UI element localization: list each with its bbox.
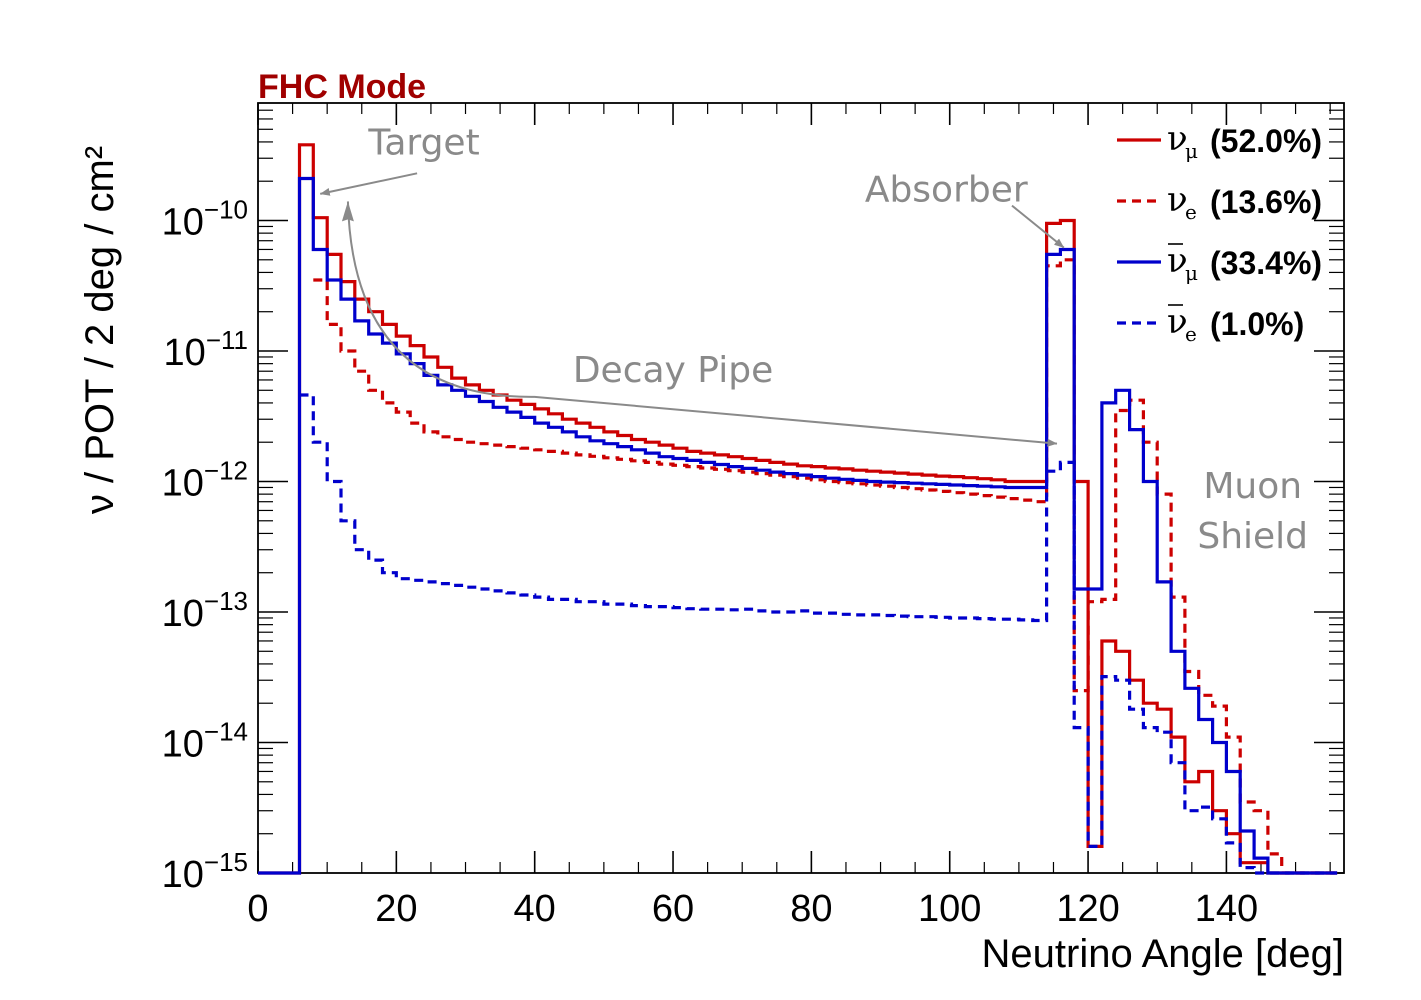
x-tick-label: 80	[790, 888, 832, 930]
series-line-0	[258, 143, 1338, 875]
series-layer	[258, 143, 1338, 875]
legend-symbol-2: ν	[1167, 241, 1188, 281]
y-tick-label: 10−10	[162, 195, 248, 244]
y-tick-label: 10−12	[162, 456, 248, 505]
legend-pct-3: (1.0%)	[1210, 306, 1304, 342]
chart-title: FHC Mode	[258, 68, 426, 106]
legend-symbol-0: ν	[1167, 119, 1188, 159]
series-line-3	[299, 393, 1338, 875]
x-axis-label: Neutrino Angle [deg]	[982, 932, 1344, 976]
x-tick-label: 20	[375, 888, 417, 930]
legend-pct-0: (52.0%)	[1210, 123, 1322, 159]
decay-pipe-arrow	[346, 201, 1058, 447]
legend-sub-0: μ	[1185, 139, 1198, 163]
annotation-label: Target	[367, 123, 479, 164]
x-tick-label: 100	[918, 888, 981, 930]
annotation-label: Shield	[1197, 516, 1308, 557]
decay-pipe-arrowhead-top	[341, 201, 354, 222]
annotation-layer: Target Absorber Decay Pipe Muon Shield	[319, 123, 1308, 557]
annotation-label: Muon	[1203, 466, 1302, 507]
legend: νμ (52.0%)νe (13.6%)νμ (33.4%)νe (1.0%)	[1117, 119, 1322, 346]
annotation-arrow	[1011, 204, 1065, 249]
legend-sub-3: e	[1185, 322, 1197, 346]
annotation-label: Decay Pipe	[573, 350, 773, 391]
legend-sub-1: e	[1185, 200, 1197, 224]
legend-symbol-3: ν	[1167, 302, 1188, 342]
axis-ticks: 0 20 40 60 80 100 120 140 10−15 10−14 10−13 10−12 10…	[162, 103, 1344, 930]
y-tick-label: 10−11	[164, 325, 248, 374]
y-tick-label: 10−15	[162, 847, 248, 896]
y-axis-label: ν / POT / 2 deg / cm²	[78, 146, 122, 514]
x-tick-label: 60	[652, 888, 694, 930]
x-tick-label: 140	[1195, 888, 1258, 930]
x-tick-label: 40	[514, 888, 556, 930]
legend-symbol-1: ν	[1167, 180, 1188, 220]
annotation-label: Absorber	[865, 169, 1028, 210]
series-line-2	[258, 176, 1338, 875]
legend-pct-1: (13.6%)	[1210, 184, 1322, 220]
legend-pct-2: (33.4%)	[1210, 245, 1322, 281]
y-tick-label: 10−14	[162, 717, 248, 766]
y-tick-label: 10−13	[162, 586, 248, 635]
x-tick-label: 0	[247, 888, 268, 930]
legend-sub-2: μ	[1185, 261, 1198, 285]
annotation-arrow	[319, 172, 418, 196]
x-tick-label: 120	[1056, 888, 1119, 930]
